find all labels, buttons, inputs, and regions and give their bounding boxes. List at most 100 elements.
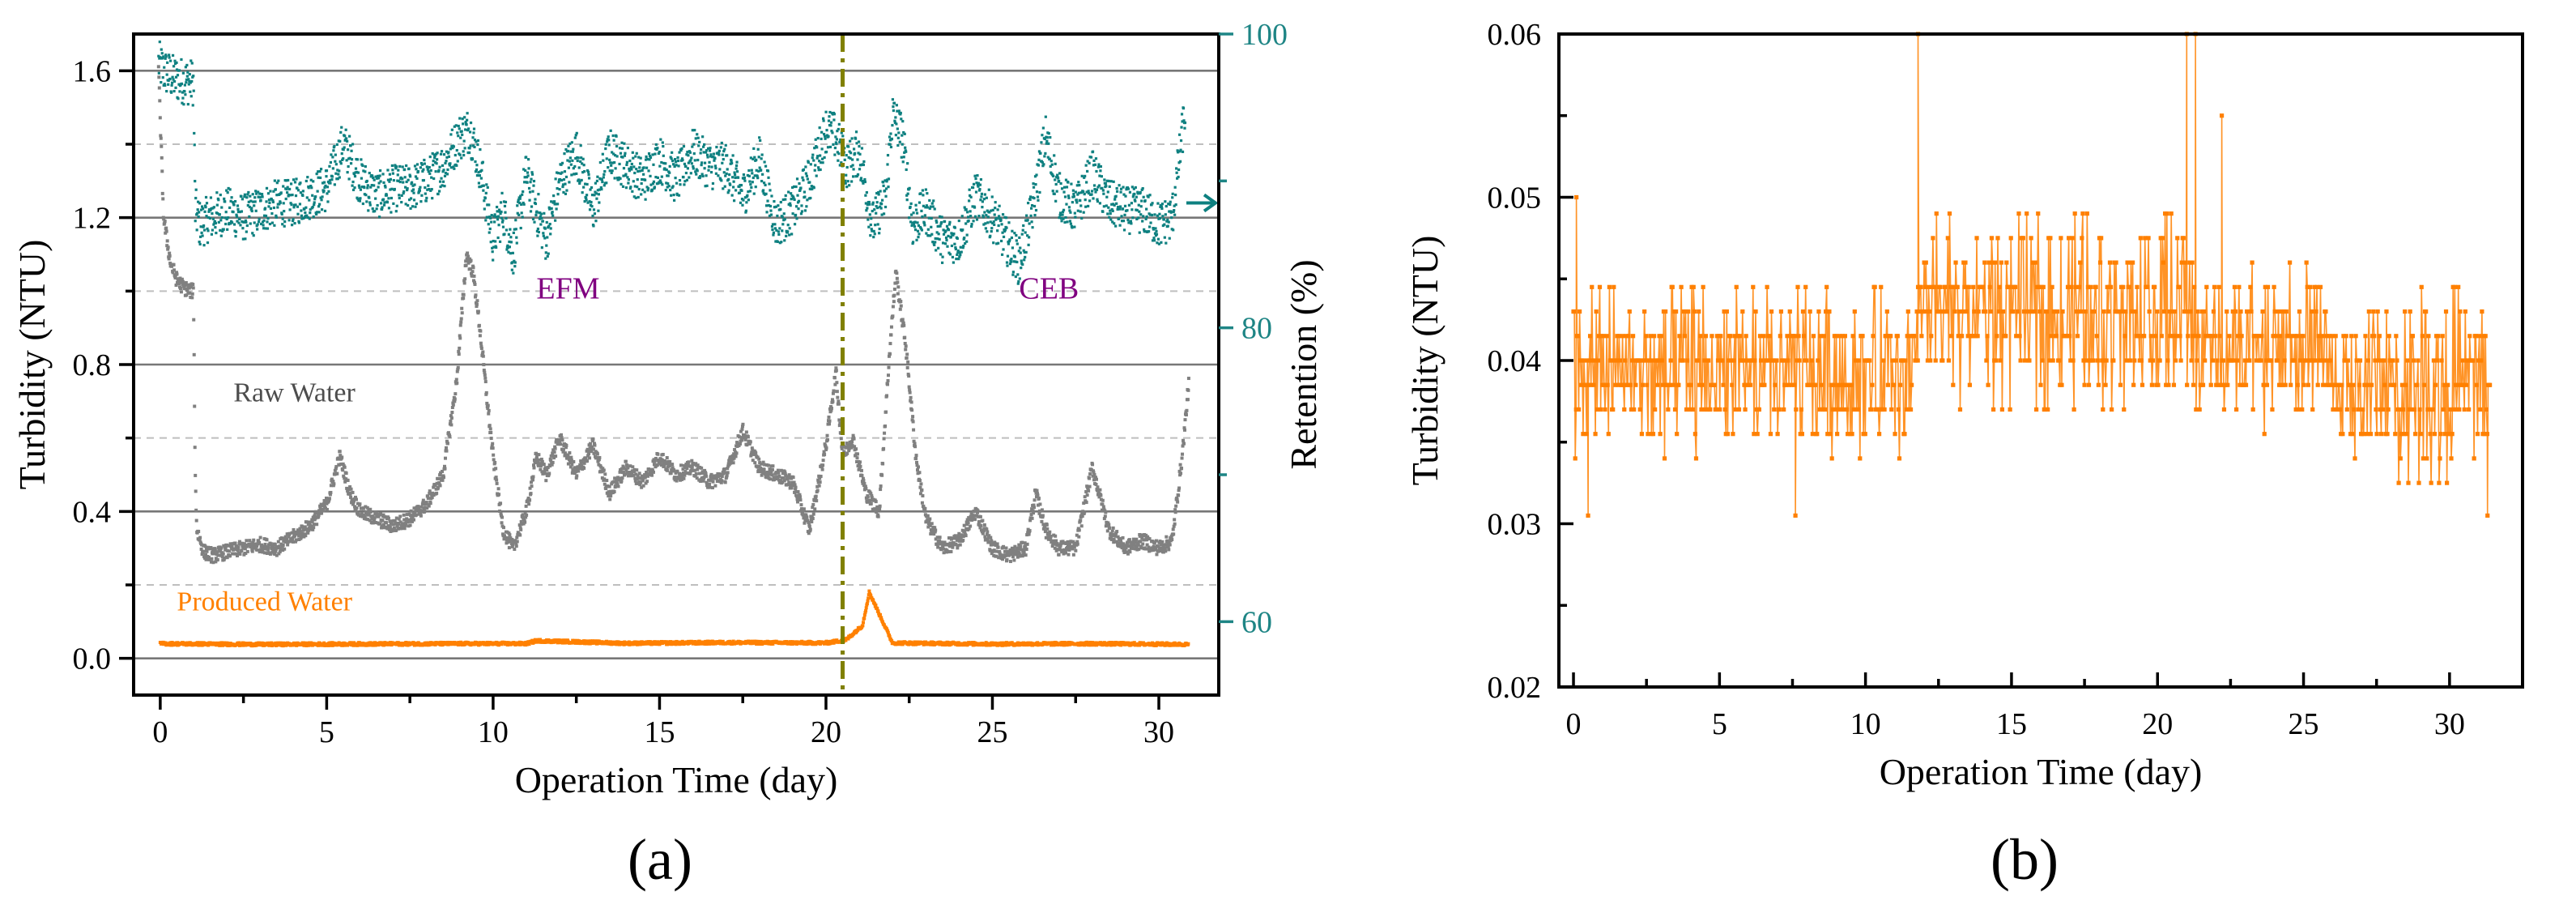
retention-point — [1063, 221, 1066, 224]
retention-point — [390, 197, 393, 199]
raw-water-point — [422, 499, 425, 502]
retention-point — [412, 192, 415, 194]
retention-point — [765, 204, 768, 207]
retention-point — [535, 211, 538, 213]
retention-point — [671, 151, 673, 154]
retention-point — [388, 181, 390, 183]
retention-point — [389, 173, 391, 176]
retention-point — [786, 230, 789, 233]
retention-point — [599, 161, 602, 164]
raw-water-point — [912, 420, 915, 423]
retention-point — [1177, 176, 1179, 178]
retention-point — [1101, 175, 1103, 177]
raw-water-point — [671, 463, 674, 466]
retention-point — [730, 162, 733, 164]
retention-point — [330, 178, 333, 181]
retention-point — [668, 172, 671, 174]
raw-water-point — [482, 363, 485, 366]
retention-point — [878, 232, 880, 234]
raw-water-point — [1115, 530, 1118, 533]
retention-point — [196, 228, 198, 231]
retention-point — [466, 123, 468, 126]
retention-point — [930, 233, 933, 236]
retention-point — [1118, 217, 1120, 220]
retention-point — [570, 173, 573, 176]
retention-point — [161, 52, 164, 54]
retention-point — [803, 169, 805, 171]
raw-water-point — [1041, 508, 1044, 511]
raw-water-point — [496, 482, 499, 485]
retention-point — [934, 207, 936, 210]
raw-water-point — [977, 520, 981, 523]
raw-water-point — [519, 528, 522, 531]
retention-point — [881, 199, 884, 202]
retention-point — [173, 80, 176, 83]
retention-point — [1062, 209, 1065, 211]
raw-water-point — [525, 505, 528, 508]
retention-point — [654, 186, 656, 188]
retention-point — [644, 179, 646, 181]
retention-point — [702, 175, 705, 177]
raw-water-point — [740, 428, 743, 431]
retention-point — [233, 223, 236, 225]
raw-water-point — [887, 373, 890, 377]
retention-point — [1107, 190, 1109, 193]
retention-point — [1010, 258, 1012, 260]
retention-point — [940, 215, 943, 218]
retention-point — [1102, 193, 1105, 195]
retention-point — [689, 159, 692, 161]
raw-water-point — [444, 457, 447, 460]
retention-point — [832, 118, 835, 121]
retention-point — [760, 180, 763, 182]
retention-point — [1147, 230, 1150, 233]
retention-point — [313, 215, 315, 218]
retention-point — [177, 97, 179, 100]
retention-point — [627, 147, 629, 149]
raw-water-point — [912, 429, 915, 432]
retention-point — [1057, 177, 1059, 179]
retention-point — [358, 186, 360, 189]
retention-point — [590, 186, 593, 189]
raw-water-point — [478, 324, 481, 327]
retention-point — [679, 179, 681, 181]
raw-water-point — [899, 308, 902, 311]
retention-point — [1130, 220, 1132, 222]
retention-point — [895, 134, 897, 136]
retention-point — [660, 161, 662, 164]
raw-water-point — [345, 471, 348, 475]
retention-point — [536, 235, 539, 237]
retention-point — [959, 254, 961, 256]
retention-point — [273, 224, 275, 227]
retention-point — [505, 201, 507, 203]
retention-point — [550, 227, 552, 229]
retention-point — [391, 164, 394, 167]
retention-point — [908, 216, 910, 219]
retention-point — [944, 242, 947, 245]
retention-point — [834, 147, 837, 149]
retention-point — [708, 165, 710, 168]
retention-point — [444, 175, 446, 177]
retention-point — [352, 189, 355, 191]
retention-point — [1069, 211, 1071, 214]
retention-point — [1054, 163, 1057, 165]
retention-point — [779, 208, 781, 211]
retention-point — [994, 201, 997, 203]
retention-point — [642, 173, 645, 176]
retention-point — [713, 157, 716, 160]
retention-point — [1033, 205, 1036, 207]
raw-water-point — [732, 461, 735, 464]
retention-point — [715, 146, 717, 148]
raw-water-point — [976, 509, 979, 512]
raw-water-point — [246, 550, 249, 553]
retention-point — [172, 90, 175, 92]
raw-water-point — [918, 479, 922, 482]
retention-point — [740, 184, 743, 186]
retention-point — [783, 212, 786, 215]
raw-water-point — [479, 330, 482, 333]
retention-point — [1116, 190, 1118, 193]
raw-water-point — [1024, 553, 1028, 557]
retention-point — [916, 212, 918, 215]
raw-water-point — [245, 539, 248, 542]
retention-point — [202, 224, 205, 227]
raw-water-point — [969, 525, 972, 528]
